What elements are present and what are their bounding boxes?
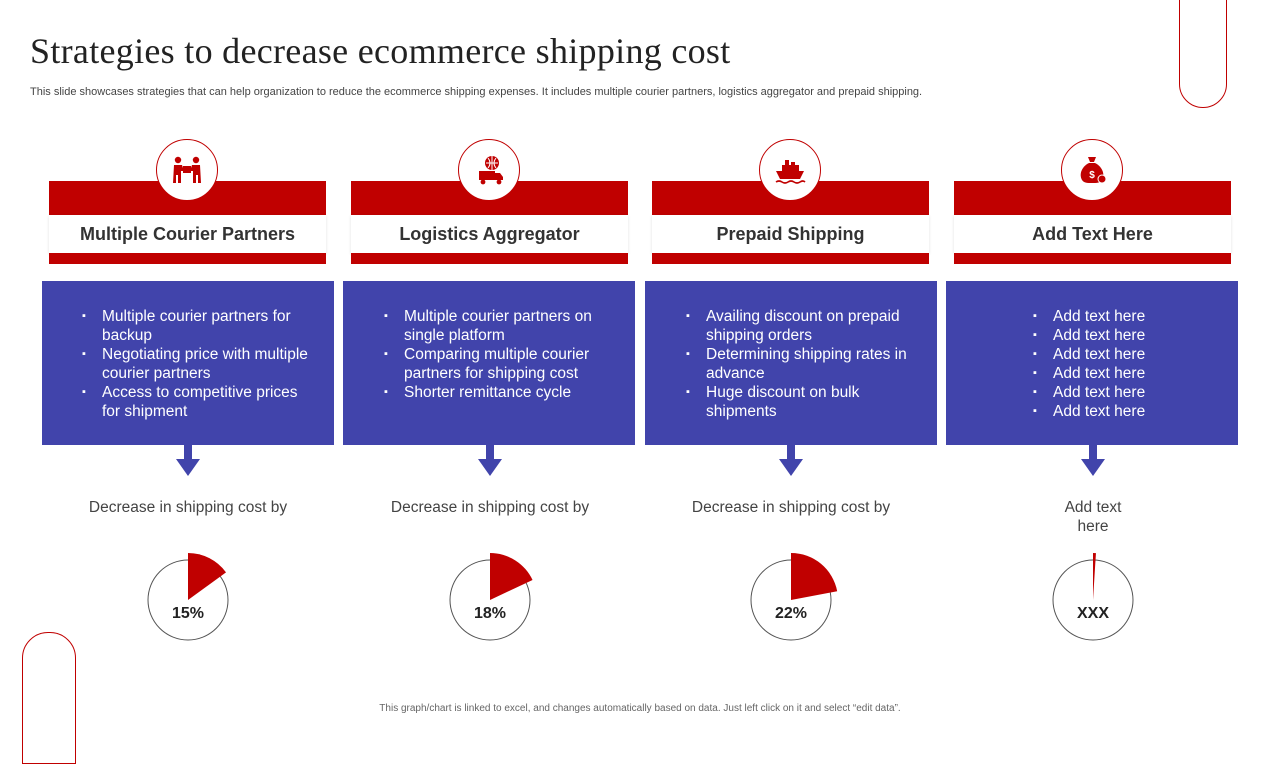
courier-handoff-icon [156,139,218,201]
bullet-item: Add text here [1033,326,1213,345]
decrease-caption-text: Add text here [1064,499,1122,535]
pie-value-label: 18% [473,605,507,622]
down-arrow-icon [779,437,803,476]
bullet-item: Shorter remittance cycle [384,383,614,402]
red-band-bottom [954,253,1231,264]
footer-note: This graph/chart is linked to excel, and… [379,703,901,714]
slide-title: Strategies to decrease ecommerce shippin… [30,31,731,71]
slide-subtitle: This slide showcases strategies that can… [30,86,923,98]
bullet-item: Access to competitive prices for shipmen… [82,383,312,421]
strategy-label: Multiple Courier Partners [49,215,326,253]
strategy-details-box: Multiple courier partners on single plat… [343,281,635,445]
pie-value-label: XXX [1076,605,1109,622]
bullet-item: Add text here [1033,307,1213,326]
strategy-column-2: Logistics Aggregator Multiple courier pa… [343,0,651,720]
bullet-item: Negotiating price with multiple courier … [82,345,312,383]
bullet-item: Multiple courier partners on single plat… [384,307,614,345]
pie-value-label: 22% [774,605,808,622]
down-arrow-icon [1081,437,1105,476]
strategy-column-4: Add Text Here $ Add text here Add text h… [946,0,1254,720]
bullet-item: Multiple courier partners for backup [82,307,312,345]
bullet-item: Add text here [1033,383,1213,402]
strategy-column-3: Prepaid Shipping Availing discount on pr… [645,0,952,720]
strategy-details-box: Add text here Add text here Add text her… [946,281,1238,445]
bullet-item: Huge discount on bulk shipments [686,383,916,421]
pie-slice [490,553,533,600]
down-arrow-icon [176,437,200,476]
bullet-item: Availing discount on prepaid shipping or… [686,307,916,345]
pie-value-label: 15% [171,605,205,622]
red-band-bottom [49,253,326,264]
svg-text:$: $ [1089,170,1095,181]
bullet-item: Add text here [1033,402,1213,421]
red-band-bottom [351,253,628,264]
decorative-rounded-tab-top [1179,0,1227,108]
pie-chart [449,553,533,641]
pie-slice [1093,553,1096,600]
cargo-ship-icon [759,139,821,201]
strategy-details-box: Multiple courier partners for backup Neg… [42,281,334,445]
bullet-item: Determining shipping rates in advance [686,345,916,383]
decrease-caption: Decrease in shipping cost by [691,499,891,516]
red-band-bottom [652,253,929,264]
bullet-item: Comparing multiple courier partners for … [384,345,614,383]
globe-truck-icon [458,139,520,201]
pie-slice [188,553,227,600]
strategy-label: Add Text Here [954,215,1231,253]
strategy-label: Prepaid Shipping [652,215,929,253]
pie-chart [1052,553,1134,641]
decrease-caption: Add text here [993,498,1193,536]
strategy-label: Logistics Aggregator [351,215,628,253]
pie-chart [147,553,229,641]
pie-slice [791,553,838,600]
strategy-column-1: Multiple Courier Partners Multiple couri… [42,0,349,720]
down-arrow-icon [478,437,502,476]
decrease-caption: Decrease in shipping cost by [88,499,288,516]
money-bag-icon: $ [1061,139,1123,201]
bullet-item: Add text here [1033,345,1213,364]
pie-chart [750,553,838,641]
decrease-caption: Decrease in shipping cost by [390,499,590,516]
bullet-item: Add text here [1033,364,1213,383]
strategy-details-box: Availing discount on prepaid shipping or… [645,281,937,445]
